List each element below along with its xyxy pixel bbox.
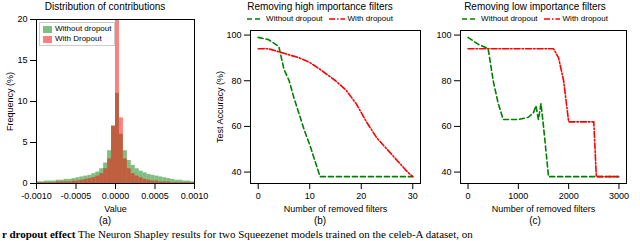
html-text:Distribution of contributions: Distribution of contributions	[44, 1, 166, 12]
svg-text:-0.0010: -0.0010	[21, 191, 52, 201]
svg-text:20: 20	[17, 14, 27, 24]
html-text:(c): (c)	[529, 215, 541, 226]
svg-text:0.0005: 0.0005	[141, 191, 169, 201]
svg-text:Test Accuracy (%): Test Accuracy (%)	[215, 71, 225, 143]
svg-text:0: 0	[22, 178, 27, 188]
html-text:(a): (a)	[98, 215, 112, 226]
html-text:Without dropout: Without dropout	[55, 24, 112, 33]
svg-text:80: 80	[441, 76, 451, 86]
svg-text:60: 60	[441, 121, 451, 131]
svg-text:0: 0	[466, 191, 471, 201]
svg-text:Value: Value	[104, 204, 126, 214]
svg-text:40: 40	[441, 167, 451, 177]
svg-text:40: 40	[231, 167, 241, 177]
svg-text:80: 80	[231, 76, 241, 86]
svg-text:10: 10	[17, 96, 27, 106]
svg-text:3000: 3000	[609, 191, 629, 201]
svg-text:1000: 1000	[508, 191, 528, 201]
svg-text:-0.0005: -0.0005	[61, 191, 92, 201]
svg-text:0: 0	[256, 191, 261, 201]
html-text:(b): (b)	[313, 215, 327, 226]
html-text:Removing low importance filter: Removing low importance filters	[464, 1, 606, 12]
html-text:r dropout effect The Neuron Sh: r dropout effect The Neuron Shapley resu…	[2, 228, 473, 240]
html-text:Without dropout: Without dropout	[481, 14, 538, 23]
svg-text:100: 100	[226, 30, 241, 40]
svg-text:5: 5	[22, 137, 27, 147]
svg-text:Frequency (%): Frequency (%)	[5, 72, 15, 131]
svg-text:15: 15	[17, 55, 27, 65]
svg-text:0.0010: 0.0010	[181, 191, 209, 201]
html-text:With dropout: With dropout	[562, 14, 608, 23]
svg-text:Number of removed filters: Number of removed filters	[492, 204, 596, 214]
html-text:Without dropout: Without dropout	[266, 14, 323, 23]
svg-text:2000: 2000	[559, 191, 579, 201]
html-text:Removing high importance filte: Removing high importance filters	[247, 1, 393, 12]
svg-text:60: 60	[231, 121, 241, 131]
svg-text:20: 20	[356, 191, 366, 201]
svg-text:0.0000: 0.0000	[102, 191, 130, 201]
svg-text:10: 10	[305, 191, 315, 201]
svg-text:Number of removed filters: Number of removed filters	[284, 204, 388, 214]
html-text:With Dropout: With Dropout	[55, 34, 102, 43]
html-text:With dropout: With dropout	[347, 14, 393, 23]
svg-text:100: 100	[436, 30, 451, 40]
svg-text:30: 30	[408, 191, 418, 201]
